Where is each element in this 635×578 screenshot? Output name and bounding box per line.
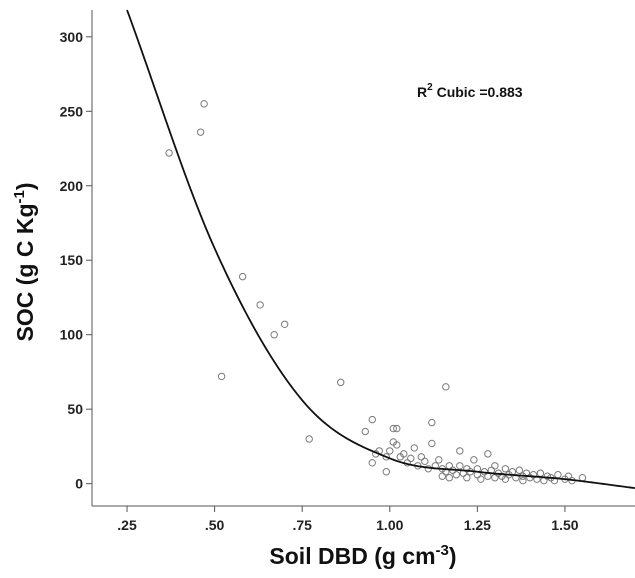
y-tick-label: 50	[67, 401, 83, 417]
data-point	[470, 456, 478, 464]
x-tick-label: .75	[292, 517, 312, 533]
data-point	[337, 378, 345, 387]
data-point	[515, 466, 524, 474]
data-point	[217, 372, 226, 381]
data-point	[491, 473, 499, 482]
data-point	[428, 439, 436, 448]
data-point	[428, 418, 436, 427]
axes	[91, 10, 635, 507]
data-point	[484, 450, 492, 458]
data-point	[368, 415, 376, 424]
data-point	[421, 457, 429, 466]
y-axis-title: SOC (g C Kg-1)	[11, 182, 38, 341]
data-point	[368, 459, 376, 467]
y-tick-label: 200	[60, 178, 84, 194]
data-point	[256, 301, 264, 309]
data-point	[519, 476, 527, 485]
data-point	[452, 471, 461, 479]
data-point	[543, 472, 552, 480]
data-point	[438, 472, 447, 480]
data-point	[554, 471, 562, 479]
data-point	[382, 453, 390, 461]
r-squared-annotation: R2 Cubic =0.883	[417, 82, 523, 100]
data-point	[529, 471, 538, 479]
cubic-fit-line	[126, 9, 635, 490]
data-point	[238, 272, 247, 281]
data-point	[442, 383, 450, 391]
data-point	[200, 100, 208, 108]
data-point	[393, 424, 401, 433]
x-axis-title: Soil DBD (g cm-3)	[269, 542, 456, 569]
x-tick-label: 1.00	[376, 517, 403, 533]
x-ticks: .25 .50 .75 1.00 1.25 1.50	[117, 506, 579, 533]
data-point	[389, 424, 397, 433]
data-point	[540, 476, 548, 485]
data-point	[456, 462, 464, 470]
data-points	[165, 100, 587, 485]
y-tick-label: 150	[60, 252, 84, 268]
data-point	[477, 475, 485, 483]
x-tick-label: 1.25	[464, 517, 491, 533]
data-point	[270, 331, 278, 339]
data-point	[393, 441, 401, 449]
data-point	[165, 149, 173, 157]
data-point	[386, 447, 394, 455]
data-point	[491, 462, 499, 470]
data-point	[382, 468, 390, 476]
data-point	[196, 128, 205, 136]
data-point	[280, 320, 289, 328]
data-point	[435, 456, 443, 464]
x-tick-label: 1.50	[551, 517, 578, 533]
data-point	[305, 435, 313, 443]
data-point	[578, 473, 587, 482]
data-point	[361, 427, 369, 436]
data-point	[456, 447, 464, 455]
y-ticks: 0 50 100 150 200 250 300	[60, 29, 92, 492]
y-tick-label: 100	[60, 327, 84, 343]
data-point	[536, 469, 545, 477]
data-point	[501, 465, 510, 473]
data-point	[400, 450, 408, 458]
y-tick-label: 300	[60, 29, 84, 45]
y-tick-label: 250	[60, 103, 84, 119]
y-tick-label: 0	[75, 476, 83, 492]
data-point	[410, 444, 418, 452]
data-point	[445, 473, 454, 482]
data-point	[463, 473, 471, 482]
x-tick-label: .25	[117, 517, 137, 533]
x-tick-label: .50	[205, 517, 225, 533]
data-point	[417, 453, 426, 461]
data-point	[501, 475, 510, 483]
data-point	[407, 454, 415, 463]
data-point	[445, 462, 454, 470]
